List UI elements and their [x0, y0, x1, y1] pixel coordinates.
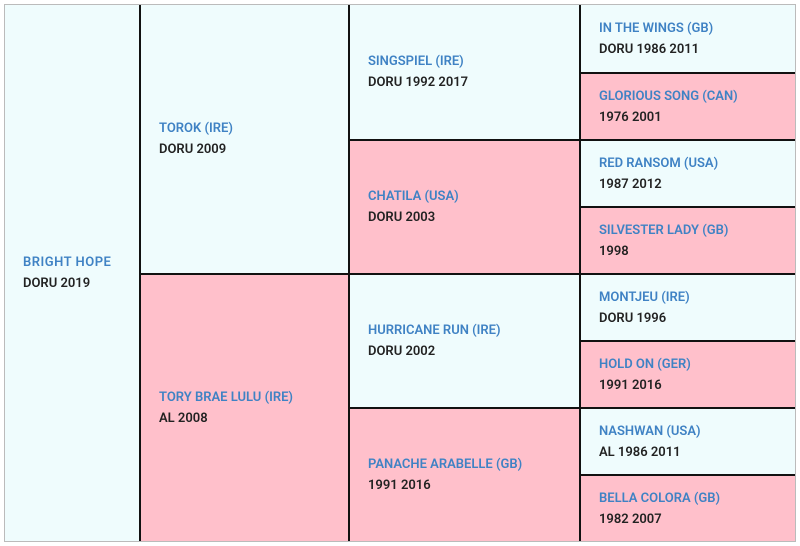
horse-detail: 1982 2007	[599, 511, 662, 527]
horse-name[interactable]: PANACHE ARABELLE (GB)	[368, 457, 523, 472]
horse-detail: DORU 1992 2017	[368, 75, 469, 90]
horse-detail: DORU 2019	[23, 276, 91, 291]
horse-name[interactable]: CHATILA (USA)	[368, 189, 459, 204]
horse-name[interactable]: IN THE WINGS (GB)	[599, 20, 714, 36]
horse-cell: IN THE WINGS (GB) DORU 1986 2011	[581, 5, 795, 72]
horse-cell: SINGSPIEL (IRE) DORU 1992 2017	[350, 5, 579, 139]
horse-cell: HOLD ON (GER) 1991 2016	[581, 342, 795, 407]
horse-name[interactable]: SILVESTER LADY (GB)	[599, 222, 729, 238]
horse-detail: 1987 2012	[599, 176, 662, 192]
horse-cell: BRIGHT HOPE DORU 2019	[5, 5, 139, 541]
horse-cell: HURRICANE RUN (IRE) DORU 2002	[350, 275, 579, 407]
horse-name[interactable]: BELLA COLORA (GB)	[599, 490, 721, 506]
horse-name[interactable]: GLORIOUS SONG (CAN)	[599, 88, 738, 104]
horse-detail: DORU 2003	[368, 210, 436, 225]
horse-detail: DORU 2002	[368, 344, 436, 359]
horse-cell: TORY BRAE LULU (IRE) AL 2008	[141, 275, 348, 541]
horse-cell: NASHWAN (USA) AL 1986 2011	[581, 409, 795, 474]
horse-name[interactable]: TORY BRAE LULU (IRE)	[159, 390, 293, 405]
horse-name[interactable]: TOROK (IRE)	[159, 121, 233, 136]
horse-detail: 1991 2016	[599, 377, 662, 393]
horse-cell: PANACHE ARABELLE (GB) 1991 2016	[350, 409, 579, 541]
horse-name[interactable]: BRIGHT HOPE	[23, 255, 112, 270]
horse-name[interactable]: RED RANSOM (USA)	[599, 155, 719, 171]
horse-cell: TOROK (IRE) DORU 2009	[141, 5, 348, 273]
horse-detail: DORU 2009	[159, 142, 227, 157]
horse-name[interactable]: HOLD ON (GER)	[599, 356, 691, 372]
horse-detail: AL 1986 2011	[599, 444, 681, 460]
horse-name[interactable]: HURRICANE RUN (IRE)	[368, 323, 501, 338]
horse-detail: 1998	[599, 243, 629, 259]
horse-cell: BELLA COLORA (GB) 1982 2007	[581, 476, 795, 541]
horse-cell: RED RANSOM (USA) 1987 2012	[581, 141, 795, 206]
horse-detail: 1991 2016	[368, 478, 431, 493]
horse-name[interactable]: NASHWAN (USA)	[599, 423, 701, 439]
horse-name[interactable]: MONTJEU (IRE)	[599, 289, 690, 305]
horse-cell: MONTJEU (IRE) DORU 1996	[581, 275, 795, 340]
horse-cell: CHATILA (USA) DORU 2003	[350, 141, 579, 273]
horse-cell: GLORIOUS SONG (CAN) 1976 2001	[581, 74, 795, 139]
horse-detail: AL 2008	[159, 411, 208, 426]
horse-detail: DORU 1986 2011	[599, 41, 700, 57]
horse-detail: DORU 1996	[599, 310, 667, 326]
pedigree-table: BRIGHT HOPE DORU 2019 TOROK (IRE) DORU 2009…	[4, 4, 796, 542]
horse-name[interactable]: SINGSPIEL (IRE)	[368, 54, 464, 69]
horse-detail: 1976 2001	[599, 109, 662, 125]
horse-cell: SILVESTER LADY (GB) 1998	[581, 208, 795, 273]
